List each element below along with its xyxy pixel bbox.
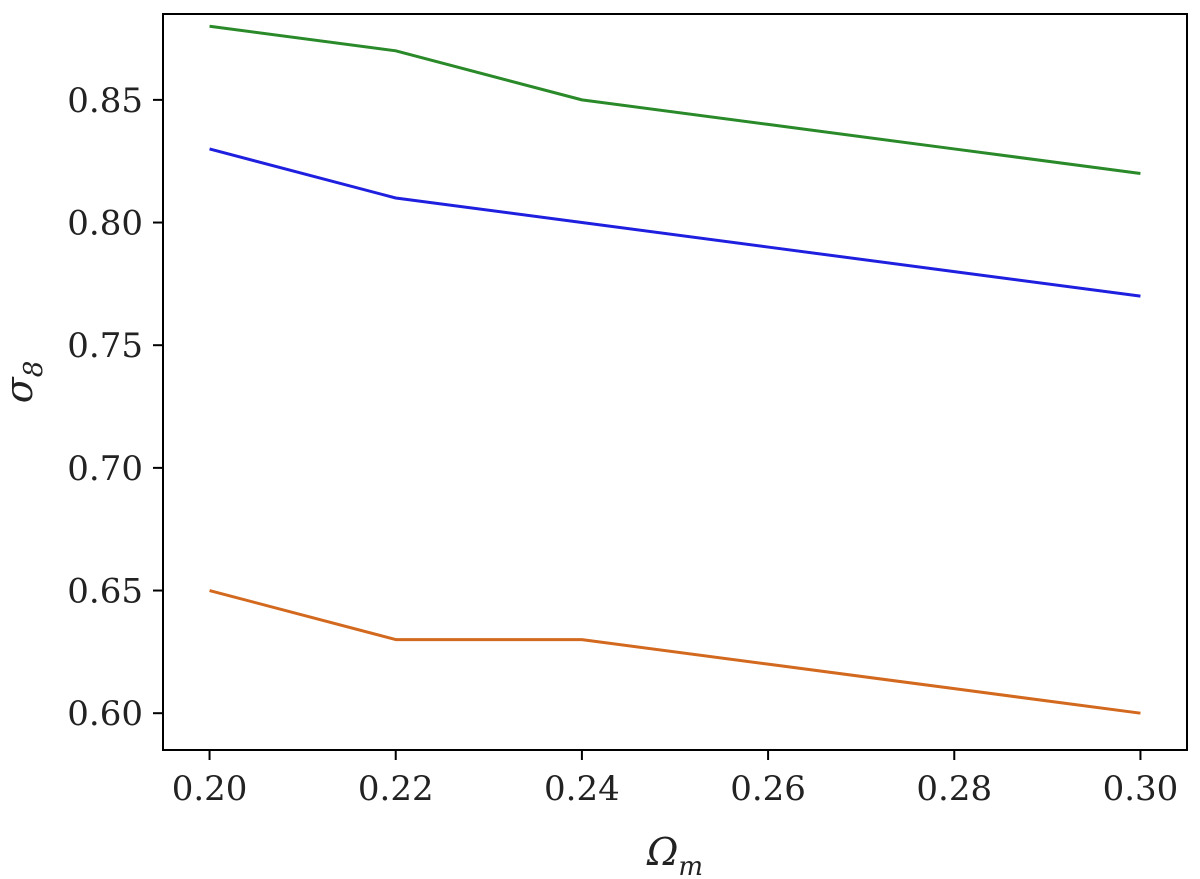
y-axis-label-base: σ — [0, 376, 41, 403]
x-tick-label: 0.28 — [916, 769, 992, 809]
x-axis-ticks: 0.20 0.22 0.24 0.26 0.28 0.30 — [172, 750, 1179, 809]
y-tick-label: 0.80 — [67, 204, 143, 244]
y-tick-label: 0.85 — [67, 81, 143, 121]
series-line-3 — [209, 589, 1141, 715]
plot-area-frame — [162, 13, 1188, 751]
y-axis-ticks: 0.60 0.65 0.70 0.75 0.80 0.85 — [67, 81, 163, 734]
y-axis-label: σ8 — [0, 361, 49, 404]
y-tick-label: 0.65 — [67, 572, 143, 612]
series-line-1 — [209, 24, 1141, 175]
y-tick-label: 0.70 — [67, 449, 143, 489]
series-layer — [209, 24, 1141, 715]
x-tick-label: 0.26 — [730, 769, 806, 809]
x-tick-label: 0.24 — [544, 769, 620, 809]
x-axis-label: Ωm — [646, 830, 703, 879]
series-line-2 — [209, 147, 1141, 298]
x-tick-label: 0.30 — [1103, 769, 1179, 809]
y-tick-label: 0.60 — [67, 694, 143, 734]
y-axis-label-sub: 8 — [19, 361, 49, 378]
x-tick-label: 0.20 — [172, 769, 248, 809]
y-tick-label: 0.75 — [67, 326, 143, 366]
x-tick-label: 0.22 — [358, 769, 434, 809]
x-axis-label-sub: m — [678, 852, 703, 879]
x-axis-label-base: Ω — [646, 830, 679, 874]
